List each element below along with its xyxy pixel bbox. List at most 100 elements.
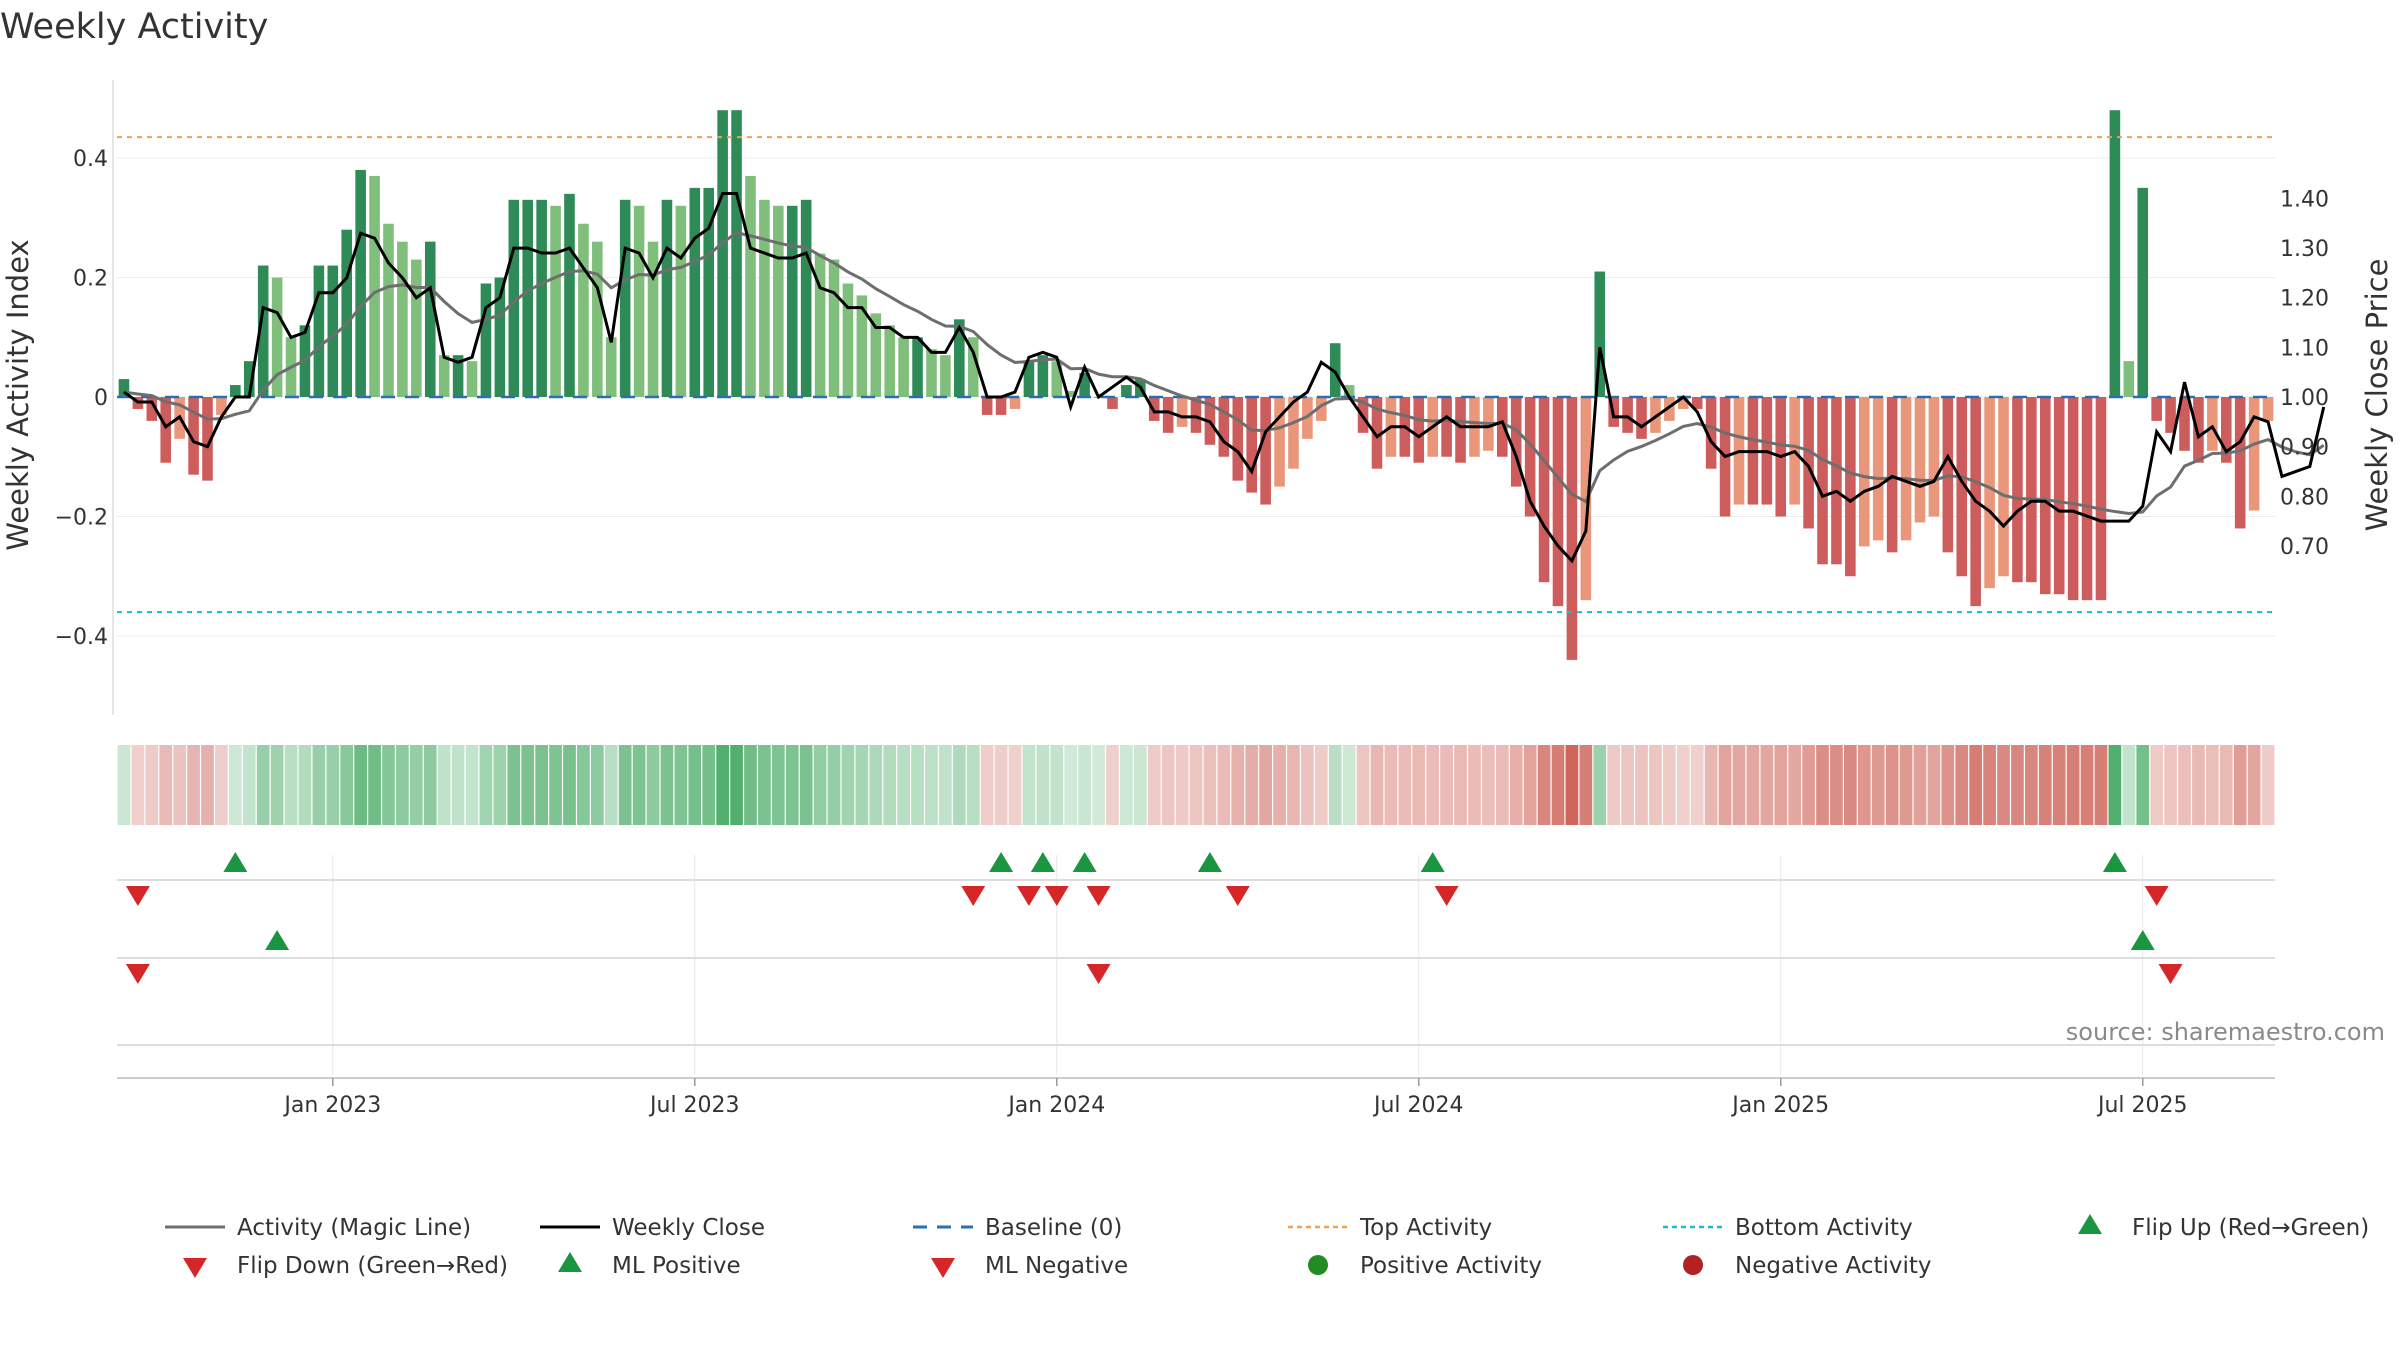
activity-bar (1218, 397, 1230, 457)
heat-cell (1287, 745, 1300, 825)
legend-item: Flip Down (Green→Red) (183, 1253, 508, 1279)
legend-label: Negative Activity (1735, 1253, 1932, 1279)
legend-label: Baseline (0) (985, 1215, 1122, 1241)
activity-bar (856, 295, 868, 397)
activity-bar (564, 193, 575, 397)
x-tick-label: Jan 2024 (1006, 1093, 1105, 1118)
activity-bar (745, 175, 756, 397)
activity-bar (1121, 385, 1132, 397)
heat-cell (312, 745, 326, 825)
flip-down-marker (961, 886, 986, 906)
activity-bar (341, 229, 353, 397)
heat-cell (925, 745, 938, 825)
heat-cell (117, 745, 131, 825)
activity-bar (814, 253, 826, 397)
flip-up-marker (1030, 852, 1055, 872)
source-label: source: sharemaestro.com (2066, 1018, 2385, 1046)
heat-cell (1482, 745, 1495, 825)
heat-cell (423, 745, 437, 825)
heat-cell (2011, 745, 2024, 825)
heat-cell (201, 745, 214, 825)
left-tick-label: −0.4 (55, 625, 108, 650)
heat-cell (1746, 745, 1760, 825)
x-tick-label: Jul 2023 (648, 1093, 740, 1118)
heat-cell (1342, 745, 1356, 825)
ml-positive-marker (2130, 930, 2155, 950)
heat-cell (1509, 745, 1523, 825)
left-tick-label: −0.2 (55, 506, 108, 531)
grid-layer (117, 157, 2275, 1075)
heat-cell (771, 745, 785, 825)
heat-cell (1997, 745, 2010, 825)
activity-bar (383, 223, 394, 397)
heat-cell (1704, 745, 1718, 825)
heat-cell (1941, 745, 1955, 825)
activity-bar (759, 199, 770, 397)
heat-cell (1830, 745, 1843, 825)
heat-cell (1593, 745, 1607, 825)
flip-up-marker (1197, 852, 1222, 872)
activity-bar (1524, 397, 1536, 517)
activity-bar (2123, 361, 2135, 397)
heat-cell (1955, 745, 1969, 825)
activity-bar (1831, 397, 1842, 565)
heat-cell (883, 745, 897, 825)
activity-bar (424, 241, 436, 397)
activity-bar (313, 265, 325, 397)
activity-bar (1705, 397, 1717, 469)
activity-heat-strip (117, 745, 2275, 825)
heat-cell (1844, 745, 1857, 825)
activity-bar (466, 361, 478, 397)
heat-cell (1259, 745, 1272, 825)
activity-bar (870, 313, 882, 397)
x-tick-label: Jan 2023 (282, 1093, 381, 1118)
activity-bar (452, 355, 464, 397)
heat-cell (716, 745, 729, 825)
activity-bar (605, 337, 617, 397)
activity-bar (1622, 397, 1633, 433)
activity-bar (355, 169, 366, 397)
heat-cell (1050, 745, 1064, 825)
flip-down-marker (2144, 886, 2169, 906)
activity-bar (1455, 397, 1466, 463)
heat-cell (242, 745, 256, 825)
activity-bar (2053, 397, 2065, 595)
heat-cell (1718, 745, 1732, 825)
legend-item: ML Positive (558, 1252, 741, 1279)
legend-label: ML Negative (985, 1253, 1128, 1279)
activity-bar (1594, 271, 1606, 397)
activity-bar (578, 223, 589, 397)
activity-bar (1691, 397, 1703, 409)
activity-bar (257, 265, 269, 397)
heat-cell (1983, 745, 1996, 825)
heat-cell (2178, 745, 2191, 825)
heat-cell (1384, 745, 1398, 825)
heat-cell (1161, 745, 1175, 825)
heat-cell (1133, 745, 1147, 825)
flip-down-marker (1086, 886, 1111, 906)
activity-bar (1998, 397, 2009, 577)
legend-item: Activity (Magic Line) (165, 1215, 471, 1241)
flip-down-marker (1044, 886, 1069, 906)
ml-negative-marker (1086, 964, 1111, 984)
activity-bar (800, 199, 812, 397)
heat-cell (1175, 745, 1189, 825)
activity-bar (327, 265, 339, 397)
heat-cell (1551, 745, 1565, 825)
activity-bar (271, 277, 283, 397)
heat-cell (1565, 745, 1579, 825)
activity-bar (1817, 397, 1828, 565)
activity-bar (1803, 397, 1814, 529)
flip-up-marker (1420, 852, 1445, 872)
activity-bar (773, 205, 784, 397)
right-tick-label: 0.90 (2280, 436, 2329, 461)
heat-cell (1078, 745, 1091, 825)
heat-cell (730, 745, 743, 825)
activity-bar (1928, 397, 1940, 517)
heat-cell (1774, 745, 1788, 825)
heat-cell (1217, 745, 1231, 825)
legend-item: ML Negative (931, 1253, 1128, 1279)
heat-cell (966, 745, 980, 825)
heat-cell (1301, 745, 1314, 825)
heat-cell (1969, 745, 1983, 825)
